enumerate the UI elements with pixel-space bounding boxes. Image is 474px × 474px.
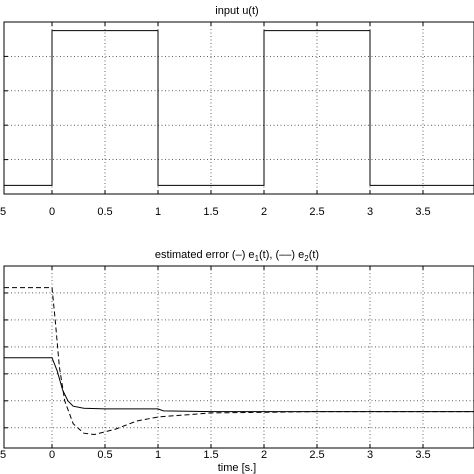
input-chart-series-1-line [4,30,474,186]
error-chart-x-ticks: 5 0 0.5 1 1.5 2 2.5 3 3.5 [0,266,431,461]
input-chart-title: input u(t) [215,5,258,17]
input-chart-x-tick-label: 1 [155,206,161,218]
error-chart-x-tick-label: 2 [261,449,267,461]
error-chart-series-2-line [4,287,474,436]
error-chart-grid [4,266,474,448]
input-chart-x-tick-label: 1.5 [203,206,218,218]
input-chart-x-tick-label: 3.5 [415,206,430,218]
error-chart-x-tick-label: 0.5 [97,449,112,461]
input-chart-x-tick-label: 0.5 [97,206,112,218]
error-chart-frame [3,265,474,449]
input-chart-x-tick-label: 3 [367,206,373,218]
input-chart-x-tick-label: 2.5 [309,206,324,218]
input-chart-grid [4,22,474,194]
error-chart-xlabel: time [s.] [218,462,257,474]
input-chart-x-tick-label: 0 [49,206,55,218]
error-chart-series [4,287,474,436]
error-chart-x-tick-label: 1 [155,449,161,461]
input-chart-x-tick-label: 5 [0,206,6,218]
error-chart-x-tick-label: 3 [367,449,373,461]
error-chart-x-tick-label: 5 [0,449,6,461]
input-chart: input u(t) 5 0 0.5 1 1.5 2 2.5 3 3.5 [0,5,474,218]
error-chart-x-tick-label: 0 [49,449,55,461]
input-chart-x-tick-label: 2 [261,206,267,218]
error-chart-x-tick-label: 2.5 [309,449,324,461]
error-chart-series-1-line [4,357,474,413]
input-chart-frame [3,21,474,195]
error-chart-title: estimated error (–) e1(t), (––) e2(t) [155,249,319,263]
error-chart-x-tick-label: 3.5 [415,449,430,461]
input-chart-x-ticks: 5 0 0.5 1 1.5 2 2.5 3 3.5 [0,22,431,218]
input-chart-series [4,30,474,186]
error-chart-x-tick-label: 1.5 [203,449,218,461]
error-chart: estimated error (–) e1(t), (––) e2(t) 5 0… [0,249,474,474]
